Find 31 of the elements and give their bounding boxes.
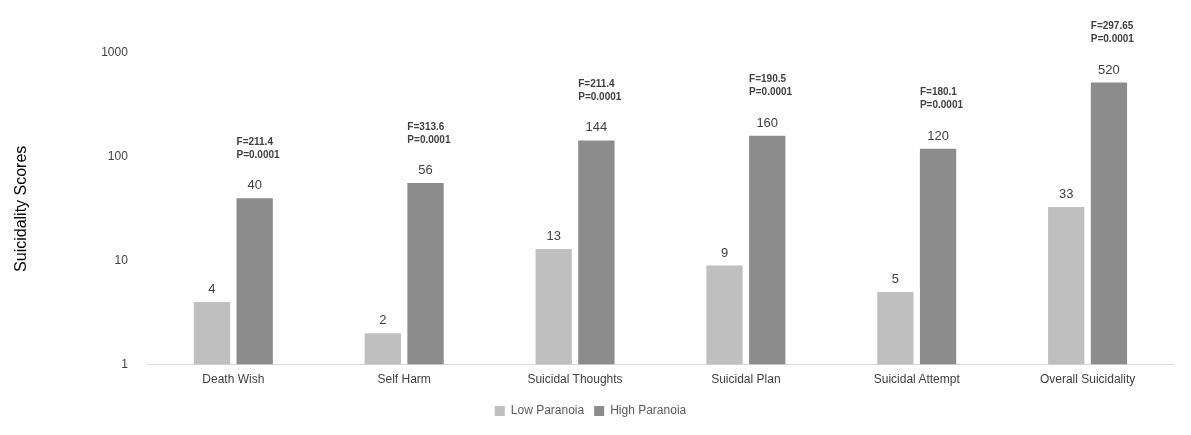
data-label: 13 — [546, 227, 561, 243]
annotation: F=211.4 P=0.0001 — [236, 135, 281, 160]
legend-label: High Paranoia — [610, 403, 687, 418]
x-tick-label: Suicidal Thoughts — [527, 372, 623, 387]
x-tick-label: Suicidal Attempt — [873, 372, 961, 387]
data-label: 2 — [379, 312, 387, 328]
data-label: 520 — [1098, 61, 1120, 77]
annotation: F=190.5 P=0.0001 — [749, 73, 793, 98]
x-tick-label: Suicidal Plan — [711, 372, 781, 387]
data-label: 5 — [891, 271, 899, 287]
data-label: 33 — [1058, 185, 1074, 201]
data-label: 160 — [756, 114, 779, 130]
data-label: 144 — [585, 119, 608, 135]
y-tick-label: 1 — [121, 356, 129, 371]
x-tick-label: Overall Suicidality — [1039, 372, 1136, 387]
data-label: 4 — [208, 281, 216, 297]
y-axis-title: Suicidality Scores — [12, 145, 30, 272]
annotation: F=313.6 P=0.0001 — [407, 120, 451, 145]
annotation: F=180.1 P=0.0001 — [919, 86, 964, 111]
data-label: 120 — [927, 127, 949, 143]
y-tick-label: 100 — [107, 149, 129, 164]
data-label: 40 — [247, 177, 262, 193]
data-label: 9 — [720, 244, 729, 260]
y-tick-label: 10 — [114, 253, 129, 268]
text: F=297.65 P=0.0001 — [1090, 20, 1135, 45]
legend-label: Low Paranoia — [510, 403, 585, 418]
x-tick-label: Self Harm — [377, 372, 431, 387]
x-tick-label: Death Wish — [202, 372, 265, 387]
y-tick-label: 1000 — [101, 45, 129, 60]
data-label: 56 — [418, 162, 433, 178]
annotation: F=211.4 P=0.0001 — [578, 78, 622, 103]
